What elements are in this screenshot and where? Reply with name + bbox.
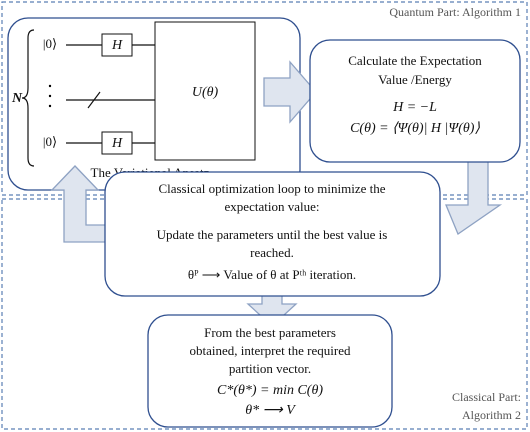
box-text: θᴾ ⟶ Value of θ at Pᵗʰ iteration.: [188, 267, 356, 282]
box-text: partition vector.: [229, 361, 311, 376]
arrow: [263, 60, 317, 124]
result-box: [147, 314, 393, 428]
expectation-box: [309, 39, 521, 163]
box-text: From the best parameters: [204, 325, 336, 340]
ket: |0⟩: [43, 36, 57, 51]
h-gate: [101, 33, 133, 57]
arrow: [50, 165, 109, 243]
ket: |0⟩: [43, 134, 57, 149]
equation: θ* ⟶ V: [245, 403, 296, 418]
box-text: Update the parameters until the best val…: [157, 227, 388, 242]
box-text: Value /Energy: [378, 72, 452, 87]
classical-label: Classical Part:: [452, 390, 521, 404]
slash: [87, 91, 101, 109]
equation: C*(θ*) = min C(θ): [217, 383, 323, 398]
optimization-box: [104, 171, 441, 297]
box-text: expectation value:: [225, 199, 320, 214]
unitary-box: [154, 21, 256, 161]
dot: [48, 84, 52, 88]
classical-label: Algorithm 2: [462, 408, 521, 422]
dot: [48, 94, 52, 98]
brace: [21, 29, 35, 167]
box-text: reached.: [250, 245, 294, 260]
register-label: N: [11, 91, 23, 106]
gate-label: H: [111, 136, 123, 151]
h-gate: [101, 131, 133, 155]
unitary-label: U(θ): [192, 85, 219, 100]
box-text: Calculate the Expectation: [348, 53, 482, 68]
dot: [48, 104, 52, 108]
arrow: [445, 159, 503, 235]
box-text: Classical optimization loop to minimize …: [158, 181, 385, 196]
box-text: obtained, interpret the required: [190, 343, 351, 358]
gate-label: H: [111, 38, 123, 53]
equation: H = −L: [392, 100, 437, 115]
equation: C(θ) = ⟨Ψ(θ)| H |Ψ(θ)⟩: [350, 121, 480, 136]
quantum-label: Quantum Part: Algorithm 1: [389, 5, 521, 19]
